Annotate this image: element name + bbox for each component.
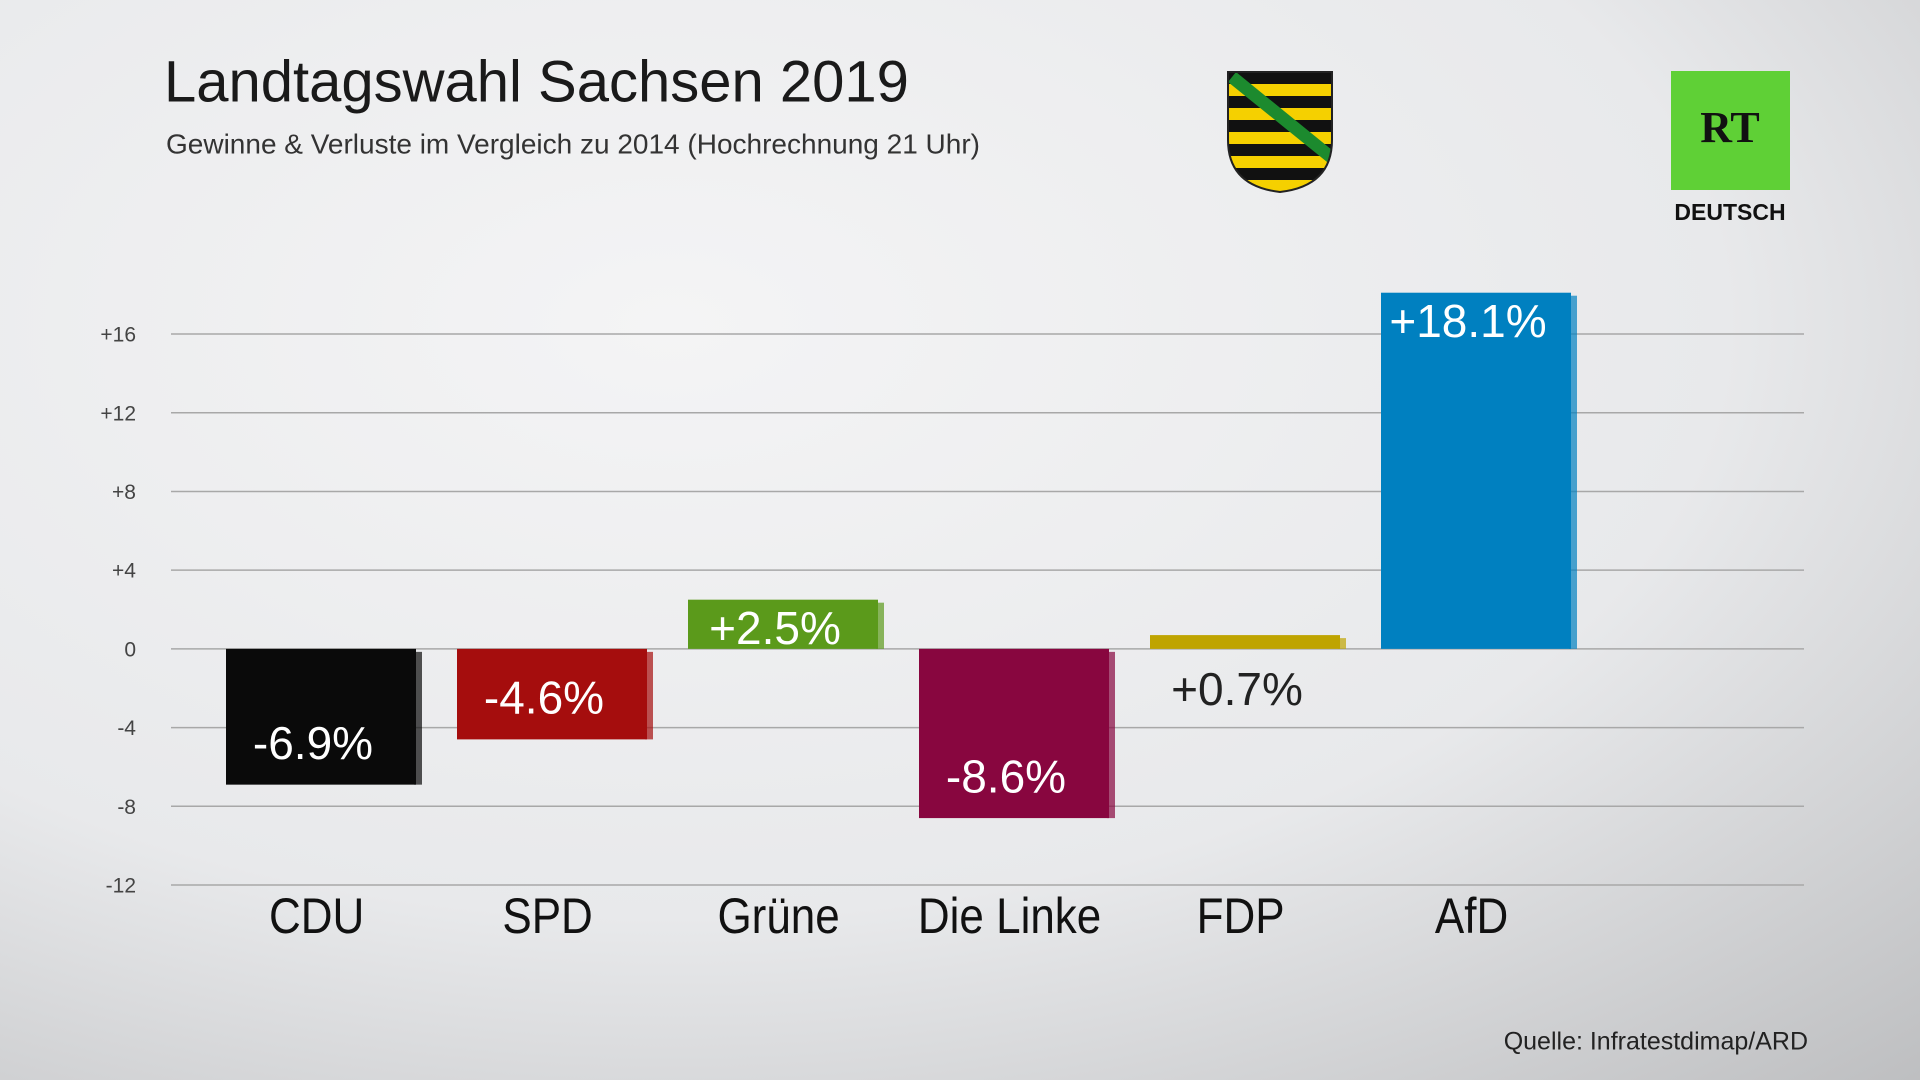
bar-side: [876, 602, 884, 649]
x-tick-label: SPD: [502, 888, 592, 944]
bar: [1150, 635, 1340, 649]
chart-title: Landtagswahl Sachsen 2019: [164, 49, 909, 114]
source: Quelle: Infratestdimap/ARD: [1504, 1028, 1808, 1056]
y-tick-label: -12: [106, 875, 136, 898]
shield-outline: [1227, 71, 1333, 194]
logo-subtext: DEUTSCH: [1674, 199, 1785, 225]
bar-side: [414, 651, 422, 785]
bar: [457, 648, 647, 740]
value-label: +18.1%: [1389, 295, 1546, 347]
x-tick-label: Grüne: [717, 888, 839, 944]
logo-text: RT: [1700, 103, 1760, 152]
coat-of-arms: [1228, 72, 1332, 192]
bar: [226, 648, 416, 785]
value-label: +2.5%: [709, 602, 841, 654]
bar-side: [1107, 651, 1115, 819]
bar: [1381, 292, 1571, 649]
y-tick-label: +16: [100, 324, 136, 347]
bar: [919, 648, 1109, 819]
logo-box: [1671, 71, 1790, 190]
y-tick-label: +4: [112, 560, 136, 583]
x-tick-label: Die Linke: [918, 888, 1101, 944]
value-label: +0.7%: [1171, 663, 1303, 715]
value-label: -8.6%: [946, 750, 1066, 802]
y-tick-label: -4: [117, 717, 136, 740]
bar: [688, 599, 878, 649]
bar-side: [1338, 638, 1346, 649]
x-tick-label: AfD: [1435, 888, 1508, 944]
chart-subtitle: Gewinne & Verluste im Vergleich zu 2014 …: [166, 128, 980, 159]
value-label: -6.9%: [253, 717, 373, 769]
x-tick-label: FDP: [1197, 888, 1285, 944]
y-tick-label: +8: [112, 481, 136, 504]
value-label: -4.6%: [484, 672, 604, 724]
y-tick-label: 0: [124, 638, 136, 661]
x-tick-label: CDU: [269, 888, 364, 944]
bar-side: [1569, 295, 1577, 649]
y-tick-label: +12: [100, 402, 136, 425]
y-tick-label: -8: [117, 796, 136, 819]
bar-side: [645, 651, 653, 740]
